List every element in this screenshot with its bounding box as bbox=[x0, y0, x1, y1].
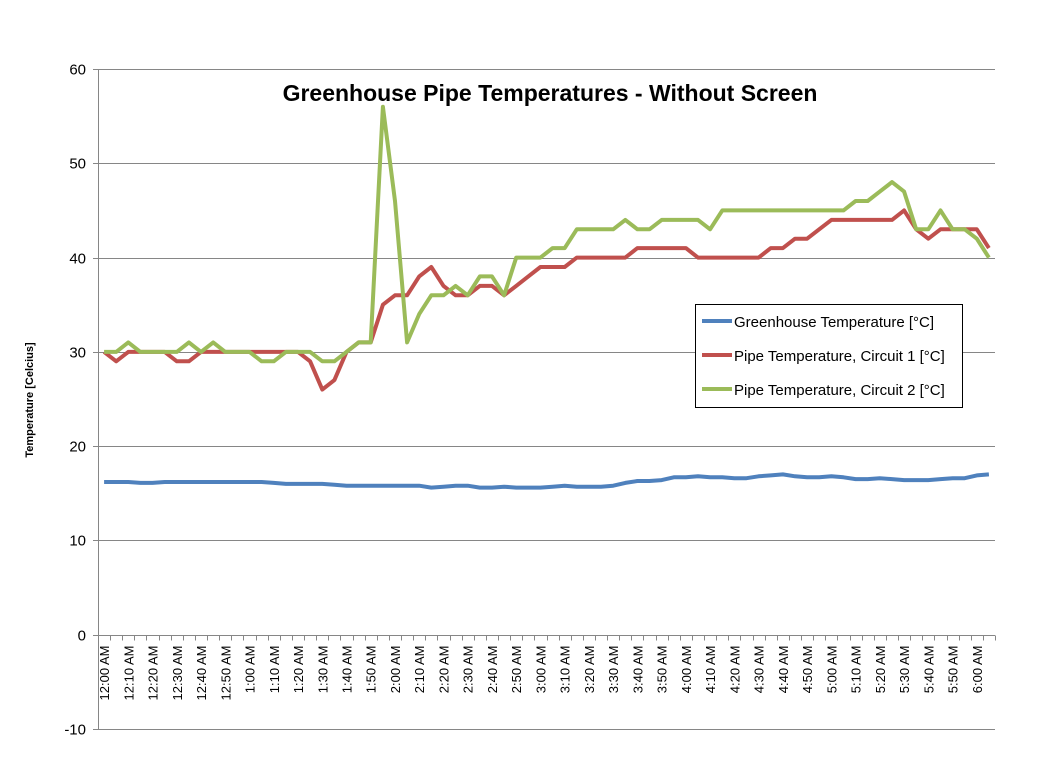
x-tick-label: 12:10 AM bbox=[121, 646, 136, 701]
x-tick-label: 4:40 AM bbox=[776, 646, 791, 694]
x-tick-label: 1:10 AM bbox=[267, 646, 282, 694]
x-tick-label: 1:50 AM bbox=[364, 646, 379, 694]
y-tick-label: 20 bbox=[69, 439, 86, 456]
x-tick-label: 12:00 AM bbox=[97, 646, 112, 701]
x-tick-label: 2:10 AM bbox=[412, 646, 427, 694]
x-tick-label: 3:50 AM bbox=[655, 646, 670, 694]
x-tick-label: 12:40 AM bbox=[194, 646, 209, 701]
x-tick-label: 12:20 AM bbox=[146, 646, 161, 701]
chart-title: Greenhouse Pipe Temperatures - Without S… bbox=[283, 80, 818, 106]
x-tick-label: 3:10 AM bbox=[558, 646, 573, 694]
x-tick-label: 2:40 AM bbox=[485, 646, 500, 694]
gridlines bbox=[93, 69, 996, 730]
x-tick-label: 3:00 AM bbox=[533, 646, 548, 694]
x-tick-label: 3:20 AM bbox=[582, 646, 597, 694]
y-tick-label: -10 bbox=[64, 722, 86, 739]
series-lines bbox=[102, 104, 991, 490]
x-tick-label: 5:50 AM bbox=[946, 646, 961, 694]
y-tick-label: 60 bbox=[69, 62, 86, 79]
y-tick-label: 50 bbox=[69, 156, 86, 173]
x-tick-label: 12:50 AM bbox=[218, 646, 233, 701]
legend-entry: Pipe Temperature, Circuit 2 [°C] bbox=[734, 382, 945, 399]
x-tick-label: 1:20 AM bbox=[291, 646, 306, 694]
legend-entry: Greenhouse Temperature [°C] bbox=[734, 314, 934, 331]
y-axis-label: Temperature [Celcius] bbox=[24, 342, 36, 458]
x-tick-label: 2:00 AM bbox=[388, 646, 403, 694]
x-tick-label: 6:00 AM bbox=[970, 646, 985, 694]
x-tick-label: 3:30 AM bbox=[606, 646, 621, 694]
x-tick-label: 3:40 AM bbox=[630, 646, 645, 694]
x-tick-label: 1:00 AM bbox=[243, 646, 258, 694]
y-tick-label: 0 bbox=[78, 628, 86, 645]
series-line-3 bbox=[104, 104, 991, 364]
x-tick-label: 5:20 AM bbox=[873, 646, 888, 694]
x-tick-label: 2:30 AM bbox=[461, 646, 476, 694]
x-tick-label: 5:00 AM bbox=[824, 646, 839, 694]
x-tick-label: 5:40 AM bbox=[921, 646, 936, 694]
x-tick-label: 4:30 AM bbox=[752, 646, 767, 694]
x-tick-labels: 12:00 AM 12:10 AM 12:20 AM 12:30 AM 12:40 AM… bbox=[97, 646, 985, 701]
x-tick-label: 2:20 AM bbox=[436, 646, 451, 694]
x-tick-label: 4:10 AM bbox=[703, 646, 718, 694]
x-tick-label: 4:00 AM bbox=[679, 646, 694, 694]
x-tick-label: 4:50 AM bbox=[800, 646, 815, 694]
legend-box bbox=[695, 304, 963, 408]
y-tick-label: 40 bbox=[69, 251, 86, 268]
x-tick-label: 4:20 AM bbox=[727, 646, 742, 694]
y-tick-labels: -10 0 10 20 30 40 50 60 bbox=[64, 62, 86, 739]
x-tick-label: 1:30 AM bbox=[315, 646, 330, 694]
x-tick-label: 1:40 AM bbox=[339, 646, 354, 694]
series-line-1 bbox=[104, 472, 990, 490]
y-tick-label: 30 bbox=[69, 345, 86, 362]
x-tick-label: 12:30 AM bbox=[170, 646, 185, 701]
x-tick-label: 5:10 AM bbox=[849, 646, 864, 694]
legend: Greenhouse Temperature [°C] Pipe Temperat… bbox=[695, 304, 963, 408]
x-tick-label: 2:50 AM bbox=[509, 646, 524, 694]
legend-entry: Pipe Temperature, Circuit 1 [°C] bbox=[734, 348, 945, 365]
x-tick-label: 5:30 AM bbox=[897, 646, 912, 694]
y-tick-label: 10 bbox=[69, 533, 86, 550]
